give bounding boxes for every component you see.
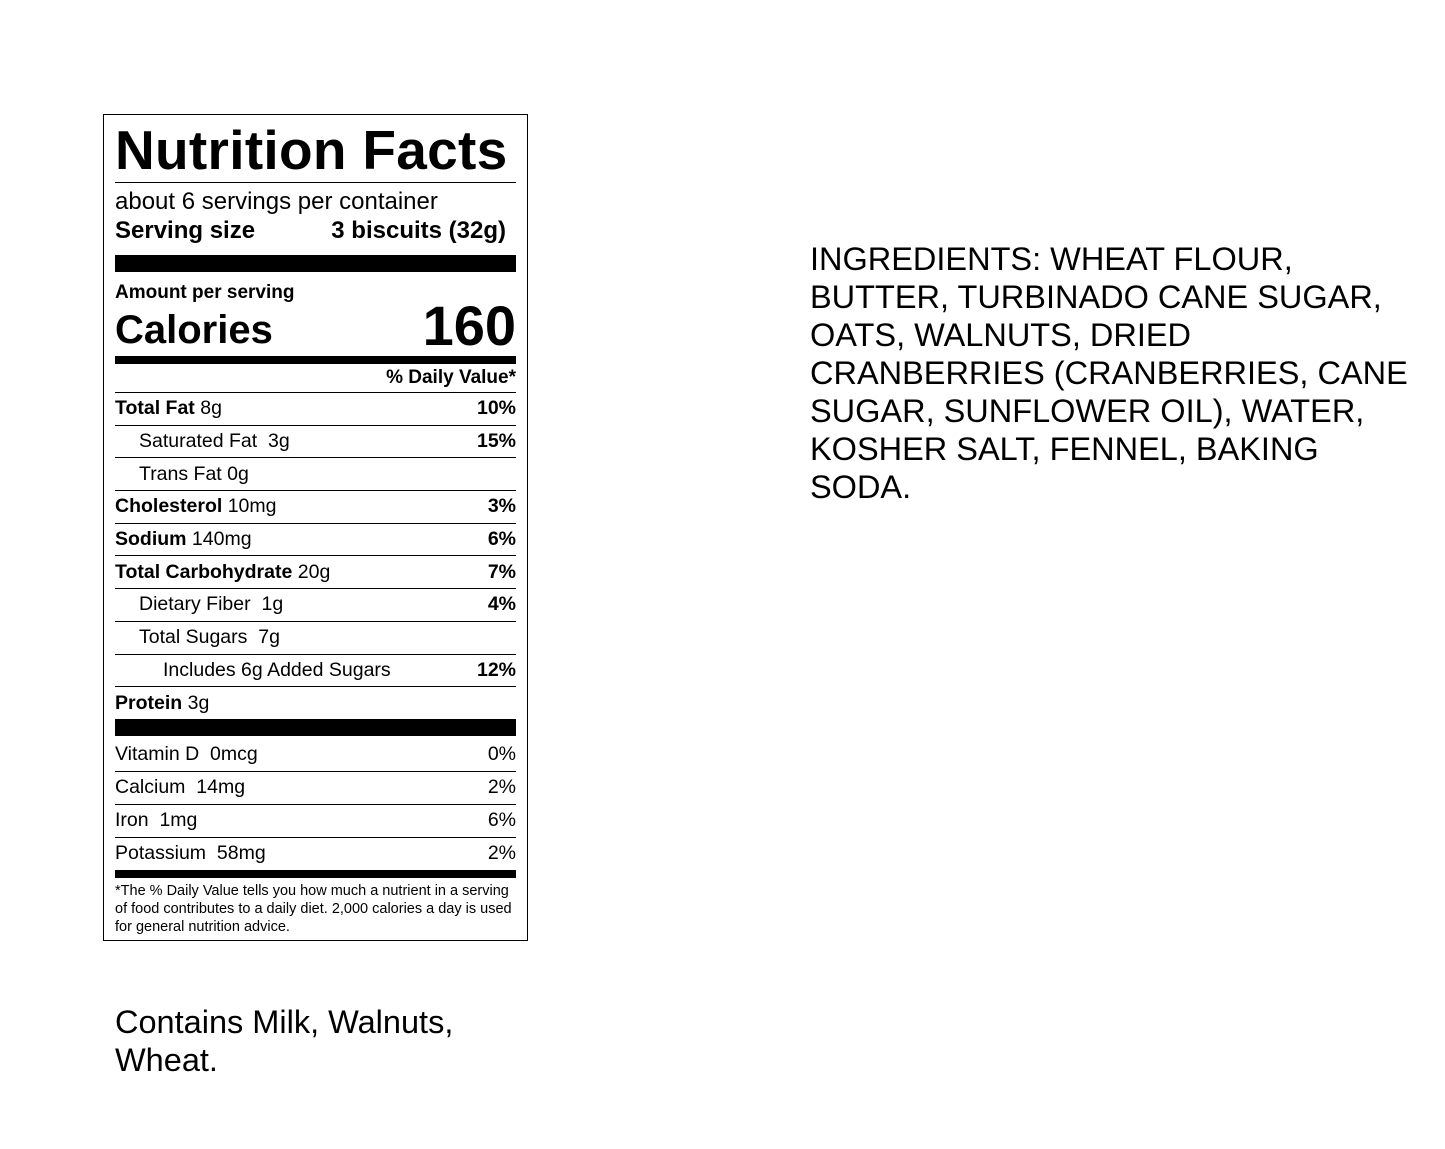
nutrient-row-protein: Protein 3g bbox=[115, 686, 516, 719]
nutrient-row-saturated-fat: Saturated Fat 3g 15% bbox=[115, 424, 516, 458]
nutrient-amount: 3g bbox=[187, 691, 210, 714]
vitamin-row-iron: Iron 1mg 6% bbox=[115, 803, 516, 837]
divider bbox=[115, 182, 516, 183]
nutrient-name: Dietary Fiber bbox=[139, 593, 251, 616]
nutrition-facts-label: Nutrition Facts about 6 servings per con… bbox=[103, 114, 528, 941]
calories-value: 160 bbox=[422, 294, 516, 357]
serving-size-value: 3 biscuits (32g) bbox=[331, 217, 506, 244]
nutrient-amount: 20g bbox=[297, 560, 331, 583]
serving-size-label: Serving size bbox=[115, 217, 256, 244]
nutrient-row-total-sugars: Total Sugars 7g bbox=[115, 620, 516, 654]
thick-divider bbox=[115, 255, 516, 272]
servings-per-container: about 6 servings per container bbox=[115, 188, 438, 215]
vitamin-row-vitamin-d: Vitamin D 0mcg 0% bbox=[115, 739, 516, 771]
label-title: Nutrition Facts bbox=[115, 119, 508, 181]
nutrient-amount: 7g bbox=[258, 626, 280, 649]
nutrient-dv: 6% bbox=[487, 528, 516, 551]
nutrient-name: Total Fat bbox=[115, 397, 195, 420]
footnote: *The % Daily Value tells you how much a … bbox=[115, 882, 512, 935]
ingredients-text: INGREDIENTS: WHEAT FLOUR, BUTTER, TURBIN… bbox=[810, 241, 1408, 505]
thick-divider bbox=[115, 718, 516, 736]
nutrient-dv: 12% bbox=[476, 658, 516, 681]
vitamin-dv: 2% bbox=[487, 776, 516, 799]
nutrient-name: Trans Fat bbox=[139, 462, 222, 485]
vitamin-dv: 0% bbox=[487, 743, 516, 766]
vitamin-row-calcium: Calcium 14mg 2% bbox=[115, 770, 516, 804]
vitamin-dv: 2% bbox=[487, 842, 516, 865]
nutrient-amount: 3g bbox=[268, 430, 290, 453]
vitamin-amount: 14mg bbox=[196, 776, 246, 799]
nutrient-row-trans-fat: Trans Fat 0g bbox=[115, 457, 516, 490]
nutrient-name: Total Carbohydrate bbox=[115, 560, 293, 583]
nutrient-row-sodium: Sodium 140mg 6% bbox=[115, 522, 516, 556]
nutrient-row-cholesterol: Cholesterol 10mg 3% bbox=[115, 490, 516, 523]
vitamin-name: Vitamin D bbox=[115, 743, 200, 766]
nutrient-dv: 3% bbox=[487, 495, 516, 518]
nutrient-dv: 10% bbox=[476, 397, 516, 420]
medium-divider bbox=[115, 356, 516, 364]
nutrient-dv: 15% bbox=[476, 430, 516, 453]
nutrient-row-dietary-fiber: Dietary Fiber 1g 4% bbox=[115, 588, 516, 621]
serving-size: Serving size 3 biscuits (32g) bbox=[115, 217, 516, 245]
nutrient-amount: 0g bbox=[227, 462, 249, 485]
medium-divider bbox=[115, 869, 516, 878]
vitamin-dv: 6% bbox=[487, 809, 516, 832]
nutrient-row-total-carbohydrate: Total Carbohydrate 20g 7% bbox=[115, 555, 516, 588]
vitamin-amount: 1mg bbox=[159, 809, 198, 832]
nutrient-amount: 10mg bbox=[227, 495, 277, 518]
nutrient-dv: 7% bbox=[487, 560, 516, 583]
amount-per-serving: Amount per serving bbox=[115, 282, 295, 303]
nutrient-name: Includes 6g Added Sugars bbox=[163, 658, 391, 681]
nutrient-name: Total Sugars bbox=[139, 626, 248, 649]
vitamin-amount: 58mg bbox=[216, 842, 266, 865]
nutrient-name: Cholesterol bbox=[115, 495, 223, 518]
vitamin-name: Iron bbox=[115, 809, 149, 832]
nutrient-row-added-sugars: Includes 6g Added Sugars 12% bbox=[115, 653, 516, 687]
vitamin-name: Potassium bbox=[115, 842, 207, 865]
nutrient-row-total-fat: Total Fat 8g 10% bbox=[115, 392, 516, 425]
vitamin-amount: 0mcg bbox=[210, 743, 258, 766]
vitamin-name: Calcium bbox=[115, 776, 186, 799]
nutrient-name: Saturated Fat bbox=[139, 430, 258, 453]
calories-label: Calories bbox=[115, 308, 273, 352]
vitamin-row-potassium: Potassium 58mg 2% bbox=[115, 836, 516, 870]
nutrient-amount: 1g bbox=[261, 593, 284, 616]
daily-value-header: % Daily Value* bbox=[386, 367, 516, 388]
nutrient-name: Protein bbox=[115, 691, 183, 714]
nutrient-name: Sodium bbox=[115, 528, 187, 551]
nutrient-dv: 4% bbox=[487, 593, 516, 616]
nutrient-amount: 140mg bbox=[191, 528, 252, 551]
allergen-statement: Contains Milk, Walnuts, Wheat. bbox=[115, 1004, 454, 1078]
nutrient-amount: 8g bbox=[200, 397, 222, 420]
calories-row: Calories 160 bbox=[115, 298, 516, 354]
